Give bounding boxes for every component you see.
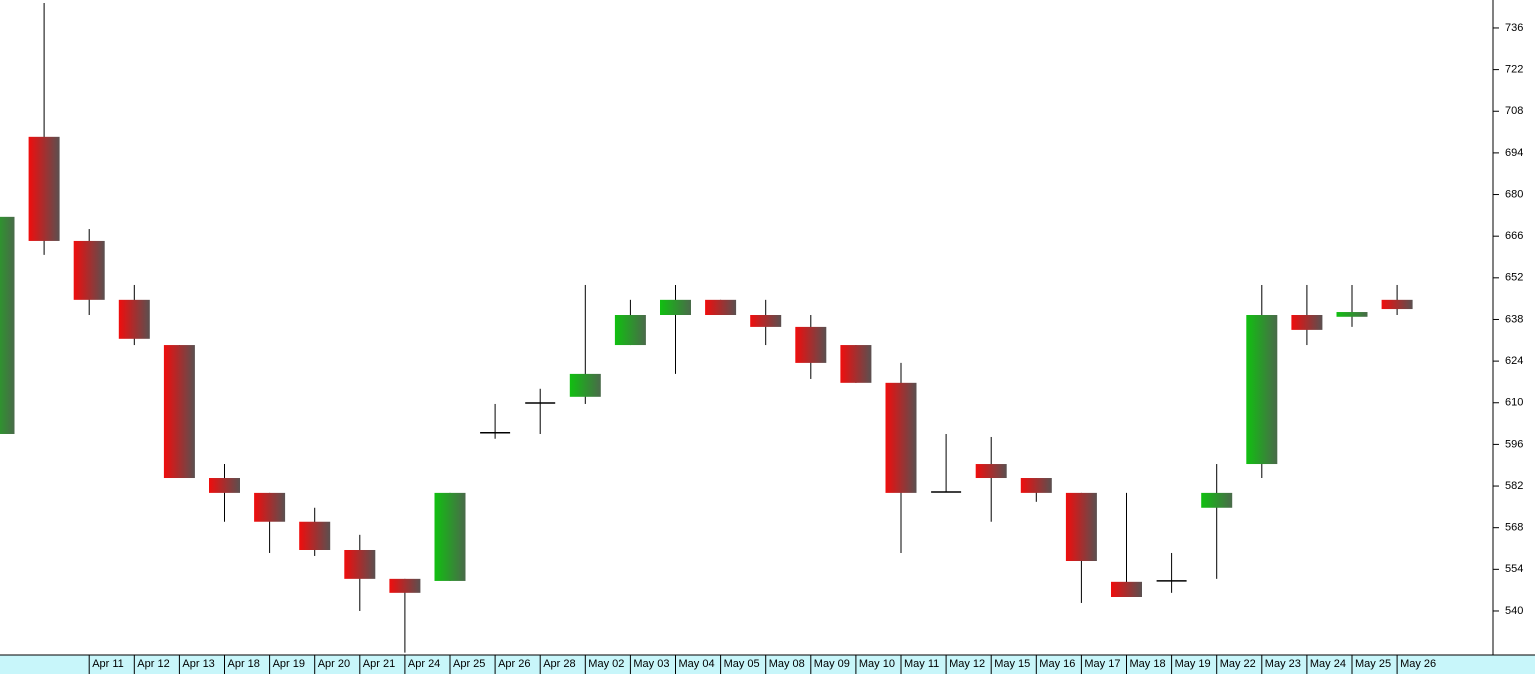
x-tick-label: Apr 21 [363, 658, 395, 670]
candle-body [705, 299, 737, 316]
candle-body [795, 326, 827, 363]
x-tick-label: May 22 [1220, 658, 1256, 670]
y-tick-label: 652 [1505, 272, 1523, 284]
candle-body [209, 478, 240, 493]
x-tick-label: Apr 20 [318, 658, 350, 670]
x-tick-label: May 05 [724, 658, 760, 670]
x-tick-label: May 24 [1310, 658, 1346, 670]
candle-body [118, 299, 150, 339]
x-tick-label: Apr 25 [453, 658, 485, 670]
candle-body [1020, 478, 1052, 493]
y-tick-label: 736 [1505, 22, 1523, 34]
y-tick-label: 722 [1505, 64, 1523, 76]
candle-body [1381, 299, 1413, 310]
candle-body [660, 299, 691, 316]
candle-body [434, 492, 466, 581]
candle-body [1201, 492, 1233, 508]
x-tick-label: May 23 [1265, 658, 1301, 670]
x-tick-label: Apr 24 [408, 658, 440, 670]
candle-body [750, 315, 782, 327]
x-tick-label: May 02 [588, 658, 624, 670]
x-tick-label: May 16 [1039, 658, 1075, 670]
y-tick-label: 638 [1505, 313, 1523, 325]
x-tick-label: May 25 [1355, 658, 1391, 670]
x-tick-label: May 10 [859, 658, 895, 670]
candle-body [73, 240, 105, 300]
x-tick-label: Apr 13 [182, 658, 214, 670]
y-tick-label: 666 [1505, 230, 1523, 242]
candle-body [1291, 315, 1323, 330]
x-tick-label: May 17 [1084, 658, 1120, 670]
x-tick-label: May 04 [679, 658, 715, 670]
x-tick-label: Apr 12 [137, 658, 169, 670]
candle-body [254, 492, 286, 522]
y-tick-label: 568 [1505, 522, 1523, 534]
y-tick-label: 694 [1505, 147, 1523, 159]
candle-body [389, 578, 421, 593]
candle-body [614, 315, 646, 346]
x-tick-label: Apr 18 [228, 658, 260, 670]
candle-body [1111, 581, 1142, 597]
candle-body [344, 549, 376, 579]
y-tick-label: 582 [1505, 480, 1523, 492]
x-tick-label: May 09 [814, 658, 850, 670]
candle-body [569, 373, 601, 397]
candle-body [28, 136, 60, 241]
x-tick-label: Apr 26 [498, 658, 530, 670]
x-tick-label: May 26 [1400, 658, 1436, 670]
y-tick-label: 554 [1505, 563, 1523, 575]
x-tick-label: May 15 [994, 658, 1030, 670]
y-tick-label: 624 [1505, 355, 1523, 367]
candle-body [1246, 315, 1278, 465]
x-tick-label: Apr 11 [92, 658, 124, 670]
y-tick-label: 680 [1505, 188, 1523, 200]
candle-body [885, 382, 917, 493]
candle-body [975, 464, 1007, 479]
y-tick-label: 540 [1505, 605, 1523, 617]
x-tick-label: Apr 28 [543, 658, 575, 670]
candle-body [0, 216, 15, 434]
candle-body [1336, 312, 1368, 317]
y-tick-label: 708 [1505, 105, 1523, 117]
x-tick-label: May 11 [904, 658, 939, 670]
y-tick-label: 610 [1505, 397, 1523, 409]
x-tick-label: May 12 [949, 658, 985, 670]
candle-body [840, 345, 872, 383]
candle-body [299, 521, 331, 550]
x-tick-label: Apr 19 [273, 658, 305, 670]
x-axis-strip [0, 655, 1535, 674]
x-tick-label: May 19 [1175, 658, 1211, 670]
x-tick-label: May 18 [1130, 658, 1166, 670]
x-tick-label: May 03 [633, 658, 669, 670]
x-tick-label: May 08 [769, 658, 805, 670]
candle-body [1065, 492, 1097, 562]
candle-body [163, 345, 195, 479]
y-tick-label: 596 [1505, 438, 1523, 450]
